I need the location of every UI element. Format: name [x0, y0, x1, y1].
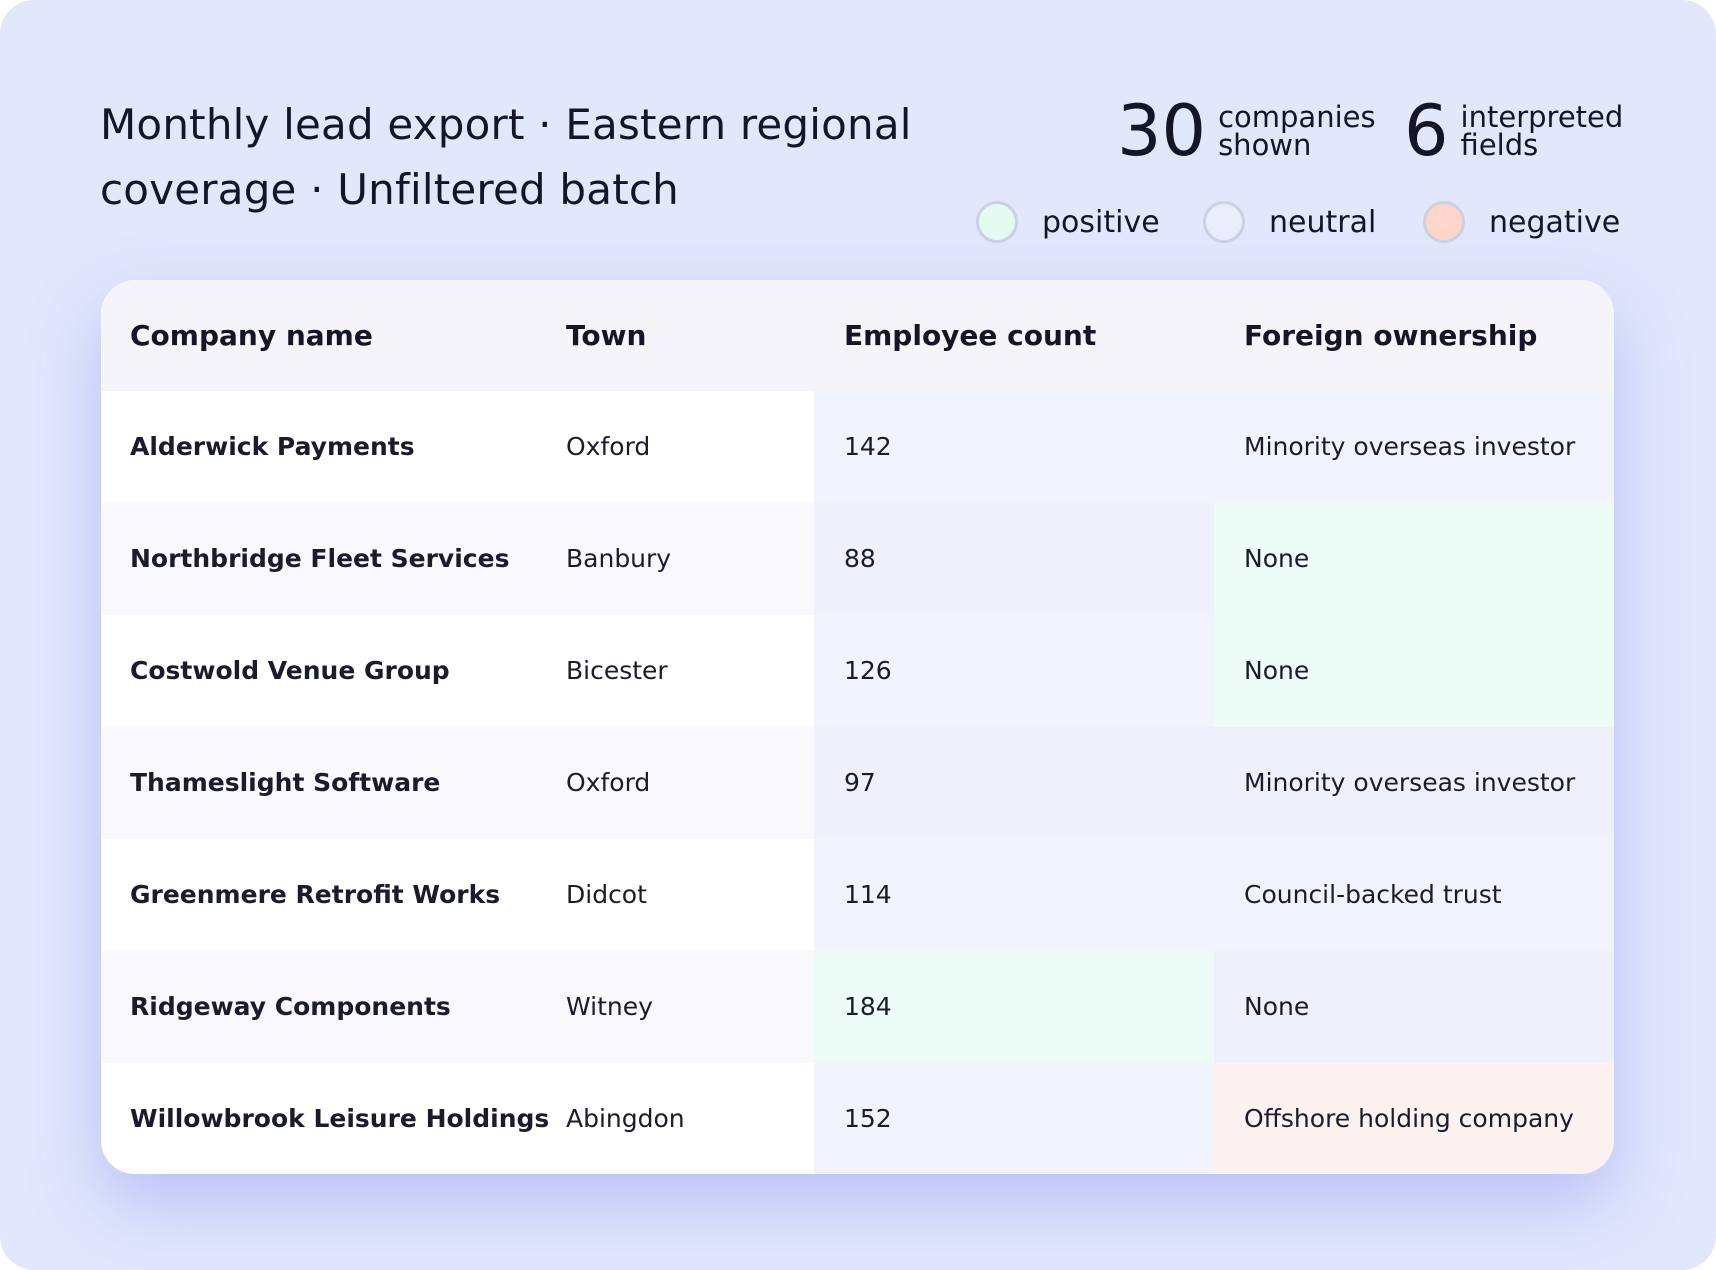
ownership-cell-background	[1214, 951, 1614, 1063]
table-row[interactable]: Costwold Venue Group Bicester 126 None	[101, 615, 1614, 727]
employee-cell-background	[814, 615, 1214, 727]
employee-count-cell: 97	[844, 768, 876, 797]
employee-cell-background	[814, 391, 1214, 503]
company-name-cell: Willowbrook Leisure Holdings	[130, 1104, 550, 1133]
table-row[interactable]: Greenmere Retrofit Works Didcot 114 Council…	[101, 839, 1614, 951]
table-row[interactable]: Ridgeway Components Witney 184 None	[101, 951, 1614, 1063]
employee-cell-background	[814, 951, 1214, 1063]
column-header-ownership[interactable]: Foreign ownership	[1244, 319, 1538, 352]
legend-label: negative	[1489, 204, 1621, 240]
foreign-ownership-cell: None	[1244, 656, 1310, 685]
ownership-cell-background	[1214, 615, 1614, 727]
legend-item-neutral: neutral	[1203, 198, 1376, 246]
employee-cell-background	[814, 503, 1214, 615]
company-name-cell: Thameslight Software	[130, 768, 441, 797]
legend-label: neutral	[1269, 204, 1377, 240]
stat-value: 6	[1404, 90, 1449, 172]
table-row[interactable]: Northbridge Fleet Services Banbury 88 None	[101, 503, 1614, 615]
stat-interpreted-fields: 6 interpreted fields	[1404, 94, 1631, 168]
town-cell: Abingdon	[566, 1104, 685, 1133]
table-row[interactable]: Alderwick Payments Oxford 142 Minority over…	[101, 391, 1614, 503]
page-title: Monthly lead export · Eastern regional c…	[100, 100, 912, 214]
employee-count-cell: 142	[844, 432, 892, 461]
town-cell: Witney	[566, 992, 653, 1021]
town-cell: Banbury	[566, 544, 672, 573]
legend-swatch-neutral	[1203, 201, 1245, 243]
ownership-cell-background	[1214, 503, 1614, 615]
table-header: Company name Town Employee count Foreign…	[101, 280, 1614, 391]
company-name-cell: Northbridge Fleet Services	[130, 544, 510, 573]
table-row[interactable]: Willowbrook Leisure Holdings Abingdon 152 O…	[101, 1063, 1614, 1174]
ownership-cell-background	[1214, 727, 1614, 839]
employee-cell-background	[814, 727, 1214, 839]
town-cell: Bicester	[566, 656, 668, 685]
ownership-cell-background	[1214, 1063, 1614, 1174]
employee-count-cell: 126	[844, 656, 892, 685]
legend-swatch-positive	[976, 201, 1018, 243]
company-name-cell: Ridgeway Components	[130, 992, 451, 1021]
stat-label: companies shown	[1218, 100, 1376, 162]
legend-item-negative: negative	[1423, 198, 1620, 246]
employee-count-cell: 184	[844, 992, 892, 1021]
ownership-cell-background	[1214, 839, 1614, 951]
company-name-cell: Costwold Venue Group	[130, 656, 450, 685]
employee-cell-background	[814, 839, 1214, 951]
town-cell: Oxford	[566, 768, 651, 797]
company-name-cell: Alderwick Payments	[130, 432, 415, 461]
employee-count-cell: 152	[844, 1104, 892, 1133]
column-header-employees[interactable]: Employee count	[844, 319, 1097, 352]
town-cell: Didcot	[566, 880, 647, 909]
employee-cell-background	[814, 1063, 1214, 1174]
foreign-ownership-cell: Minority overseas investor	[1244, 768, 1576, 797]
company-name-cell: Greenmere Retrofit Works	[130, 880, 501, 909]
lead-table: Company name Town Employee count Foreign…	[101, 280, 1614, 1174]
stat-label: interpreted fields	[1460, 100, 1624, 162]
legend-label: positive	[1042, 204, 1160, 240]
column-header-company[interactable]: Company name	[130, 319, 373, 352]
foreign-ownership-cell: Offshore holding company	[1244, 1104, 1574, 1133]
foreign-ownership-cell: None	[1244, 992, 1310, 1021]
column-header-town[interactable]: Town	[566, 319, 647, 352]
table-row[interactable]: Thameslight Software Oxford 97 Minority ove…	[101, 727, 1614, 839]
stat-companies-shown: 30 companies shown	[1117, 94, 1388, 168]
legend-swatch-negative	[1423, 201, 1465, 243]
town-cell: Oxford	[566, 432, 651, 461]
legend-item-positive: positive	[976, 198, 1160, 246]
ownership-cell-background	[1214, 391, 1614, 503]
foreign-ownership-cell: Minority overseas investor	[1244, 432, 1576, 461]
foreign-ownership-cell: Council-backed trust	[1244, 880, 1502, 909]
employee-count-cell: 88	[844, 544, 876, 573]
employee-count-cell: 114	[844, 880, 892, 909]
foreign-ownership-cell: None	[1244, 544, 1310, 573]
stat-value: 30	[1117, 90, 1207, 172]
